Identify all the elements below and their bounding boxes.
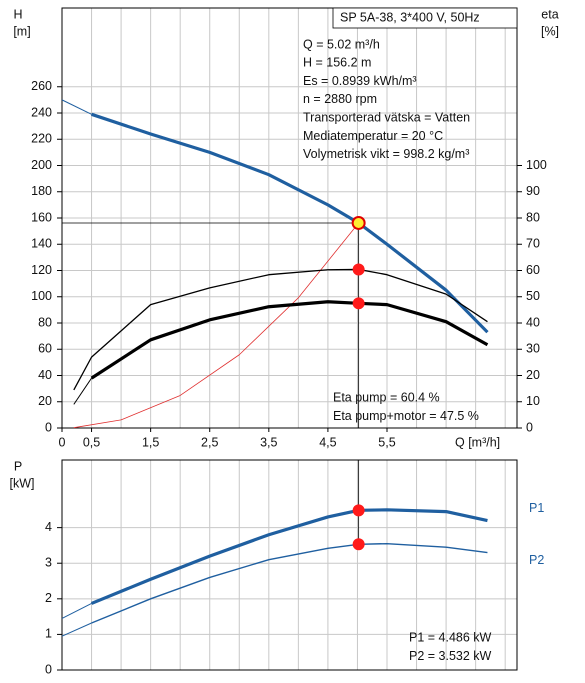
y-tick-label: 1 <box>45 627 52 641</box>
info-line: Es = 0.8939 kWh/m³ <box>303 74 417 88</box>
info-line: n = 2880 rpm <box>303 92 377 106</box>
y-tick-label: 220 <box>31 132 52 146</box>
plot-frame <box>61 7 518 429</box>
series-line <box>73 268 488 391</box>
y2-tick-label: 50 <box>526 289 540 303</box>
y2-tick-label: 90 <box>526 184 540 198</box>
x-tick-label: 1,5 <box>142 435 159 449</box>
series-label: P2 <box>529 553 544 567</box>
y-tick-label: 200 <box>31 158 52 172</box>
x-tick-label: 5,5 <box>378 435 395 449</box>
y-tick-label: 80 <box>38 315 52 329</box>
y-unit: [m] <box>13 24 30 38</box>
info-line: Transporterad vätska = Vatten <box>303 110 470 124</box>
x-label: Q [m³/h] <box>455 435 500 449</box>
x-tick-label: 4,5 <box>319 435 336 449</box>
y-label: P <box>14 459 22 473</box>
series-line <box>73 222 359 429</box>
series-line <box>91 112 489 334</box>
y-tick-label: 20 <box>38 394 52 408</box>
info-line: Volymetrisk vikt = 998.2 kg/m³ <box>303 147 469 161</box>
y2-tick-label: 10 <box>526 394 540 408</box>
y-tick-label: 160 <box>31 210 52 224</box>
y-tick-label: 100 <box>31 289 52 303</box>
y-tick-label: 3 <box>45 556 52 570</box>
y-tick-label: 60 <box>38 342 52 356</box>
info-line: Mediatemperatur = 20 °C <box>303 129 443 143</box>
y2-tick-label: 100 <box>526 158 547 172</box>
marker <box>352 297 365 310</box>
y-tick-label: 0 <box>45 662 52 676</box>
x-tick-label: 0 <box>59 435 66 449</box>
x-tick-label: 0,5 <box>83 435 100 449</box>
note: P2 = 3.532 kW <box>409 649 492 663</box>
y2-label: eta <box>541 7 558 21</box>
y-tick-label: 2 <box>45 591 52 605</box>
y2-tick-label: 20 <box>526 368 540 382</box>
info-line: H = 156.2 m <box>303 56 371 70</box>
series-line <box>61 99 92 115</box>
y-tick-label: 240 <box>31 105 52 119</box>
y-tick-label: 140 <box>31 237 52 251</box>
series-label: P1 <box>529 501 544 515</box>
y2-tick-label: 60 <box>526 263 540 277</box>
y-label: H <box>13 7 22 21</box>
y2-tick-label: 30 <box>526 342 540 356</box>
y-tick-label: 4 <box>45 520 52 534</box>
y2-tick-label: 40 <box>526 315 540 329</box>
note: Eta pump+motor = 47.5 % <box>333 409 479 423</box>
note: Eta pump = 60.4 % <box>333 390 440 404</box>
marker <box>352 263 365 276</box>
marker <box>352 504 365 517</box>
y-tick-label: 40 <box>38 368 52 382</box>
y2-tick-label: 0 <box>526 420 533 434</box>
series-line <box>90 508 488 605</box>
marker <box>352 538 365 551</box>
marker <box>351 215 366 230</box>
y-tick-label: 120 <box>31 263 52 277</box>
y-tick-label: 260 <box>31 79 52 93</box>
title-box <box>332 7 518 29</box>
plot-frame <box>61 459 518 671</box>
y2-tick-label: 70 <box>526 237 540 251</box>
x-tick-label: 2,5 <box>201 435 218 449</box>
series-line <box>61 622 92 637</box>
y2-tick-label: 80 <box>526 210 540 224</box>
info-line: Q = 5.02 m³/h <box>303 37 380 51</box>
series-line <box>61 602 92 619</box>
chart-title: SP 5A-38, 3*400 V, 50Hz <box>340 10 480 24</box>
x-tick-label: 3,5 <box>260 435 277 449</box>
series-line <box>73 377 92 405</box>
y-tick-label: 0 <box>45 420 52 434</box>
y-unit: [kW] <box>10 476 35 490</box>
y-tick-label: 180 <box>31 184 52 198</box>
note: P1 = 4.486 kW <box>409 630 492 644</box>
series-line <box>90 300 489 380</box>
series-line <box>91 542 488 624</box>
y2-unit: [%] <box>541 24 559 38</box>
